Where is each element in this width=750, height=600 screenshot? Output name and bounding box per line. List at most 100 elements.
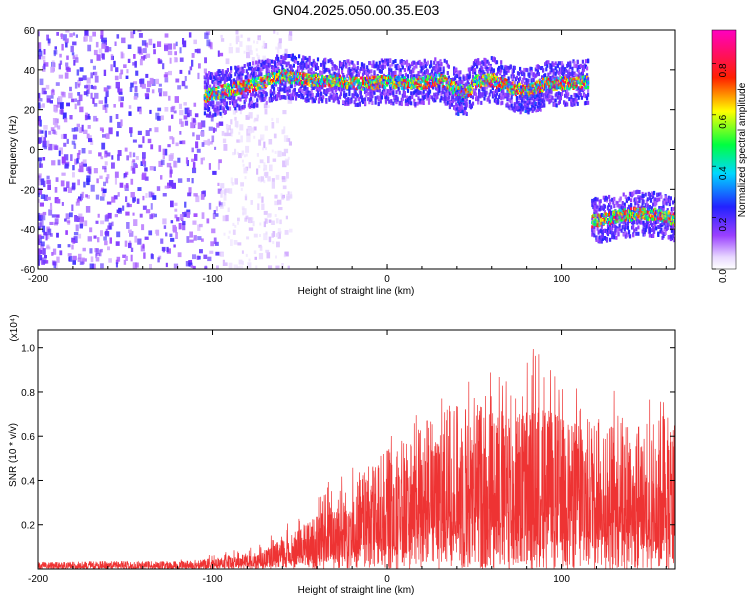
spectrogram-cell (237, 221, 239, 225)
spectrogram-cell (406, 88, 410, 93)
spectrogram-cell (542, 77, 545, 81)
spectrogram-cell (430, 60, 433, 65)
spectrogram-cell (259, 86, 262, 90)
spectrogram-cell (152, 43, 156, 49)
spectrogram-cell (528, 74, 531, 79)
spectrogram-cell (105, 90, 109, 97)
spectrogram-cell (219, 103, 222, 108)
spectrogram-cell (71, 186, 75, 191)
spectrogram-cell (119, 182, 124, 188)
spectrogram-cell (295, 92, 299, 96)
spectrogram-cell (217, 110, 220, 115)
spectrogram-cell (97, 213, 100, 218)
spectrogram-cell (43, 49, 46, 55)
spectrogram-cell (97, 237, 100, 243)
spectrogram-cell (98, 152, 102, 157)
spectrogram-cell (410, 69, 413, 74)
spectrogram-cell (248, 62, 251, 67)
spectrogram-cell (504, 78, 507, 82)
spectrogram-cell (134, 93, 139, 98)
spectrogram-cell (333, 85, 336, 90)
spectrogram-cell (227, 207, 230, 212)
spectrogram-cell (386, 83, 389, 87)
spectrogram-cell (253, 40, 255, 44)
spectrogram-cell (560, 68, 564, 73)
spectrogram-cell (298, 67, 301, 72)
spectrogram-cell (127, 44, 132, 49)
spectrogram-cell (550, 64, 553, 69)
spectrogram-cell (156, 186, 161, 191)
spectrogram-cell (72, 41, 77, 46)
spectrogram-cell (46, 98, 51, 103)
spectrogram-cell (144, 93, 149, 97)
spectrogram-cell (552, 62, 555, 67)
spectrogram-cell (94, 75, 99, 83)
spectrogram-cell (334, 96, 337, 101)
spectrogram-cell (474, 70, 477, 75)
spectrogram-cell (284, 48, 288, 56)
spectrogram-cell (113, 60, 116, 68)
spectrogram-cell (77, 257, 81, 262)
spectrogram-cell (332, 83, 335, 87)
spectrogram-cell (59, 60, 63, 65)
spectrogram-cell (118, 88, 123, 95)
spectrogram-cell (257, 67, 260, 72)
spectrogram-cell (316, 57, 320, 62)
spectrogram-cell (521, 91, 524, 95)
spectrogram-cell (232, 91, 235, 96)
spectrogram-cell (224, 89, 227, 93)
spectrogram-cell (259, 176, 262, 183)
spectrogram-cell (163, 74, 168, 78)
spectrogram-cell (56, 32, 59, 36)
spectrogram-cell (541, 80, 544, 83)
spectrogram-cell (485, 90, 488, 95)
spectrogram-cell (38, 102, 41, 109)
spectrogram-cell (261, 196, 264, 203)
spectrogram-cell (250, 200, 253, 204)
spectrogram-cell (470, 90, 473, 94)
spectrogram-cell (53, 263, 56, 268)
spectrogram-cell (531, 82, 534, 86)
spectrogram-cell (200, 157, 204, 165)
spectrogram-cell (234, 148, 237, 155)
spectrogram-cell (200, 131, 205, 136)
spectrogram-cell (65, 66, 70, 71)
spectrogram-cell (266, 58, 269, 63)
spectrogram-cell (547, 72, 550, 77)
spectrogram-cell (253, 250, 257, 254)
spectrogram-cell (379, 99, 382, 104)
spectrogram-cell (547, 97, 550, 102)
spectrogram-cell (487, 73, 490, 77)
spectrogram-cell (542, 68, 545, 73)
spectrogram-cell (479, 67, 482, 72)
spectrogram-cell (89, 227, 93, 233)
spectrogram-cell (237, 72, 240, 77)
spectrogram-cell (535, 80, 538, 84)
spectrogram-cell (170, 220, 174, 224)
spectrogram-cell (483, 71, 486, 76)
spectrogram-cell (108, 127, 113, 135)
spectrogram-cell (160, 115, 164, 121)
spectrogram-cell (41, 55, 46, 60)
spectrogram-cell (38, 180, 41, 186)
spectrogram-cell (78, 77, 83, 81)
spectrogram-cell (71, 204, 74, 212)
spectrogram-cell (269, 89, 272, 94)
spectrogram-cell (328, 69, 331, 74)
spectrogram-cell (522, 84, 525, 88)
spectrogram-cell (71, 52, 75, 56)
spectrogram-cell (253, 119, 256, 123)
spectrogram-cell (410, 91, 413, 96)
spectrogram-cell (343, 90, 346, 95)
spectrogram-cell (361, 99, 365, 104)
spectrogram-cell (305, 62, 308, 67)
spectrogram-cell (144, 42, 149, 48)
spectrogram-cell (308, 60, 311, 65)
spectrogram-cell (38, 175, 41, 182)
spectrogram-cell (73, 59, 76, 66)
spectrogram-cell (216, 122, 220, 128)
spectrogram-cell (299, 87, 302, 92)
spectrogram-cell (233, 78, 236, 83)
spectrogram-cell (230, 69, 233, 74)
spectrogram-cell (173, 43, 176, 50)
